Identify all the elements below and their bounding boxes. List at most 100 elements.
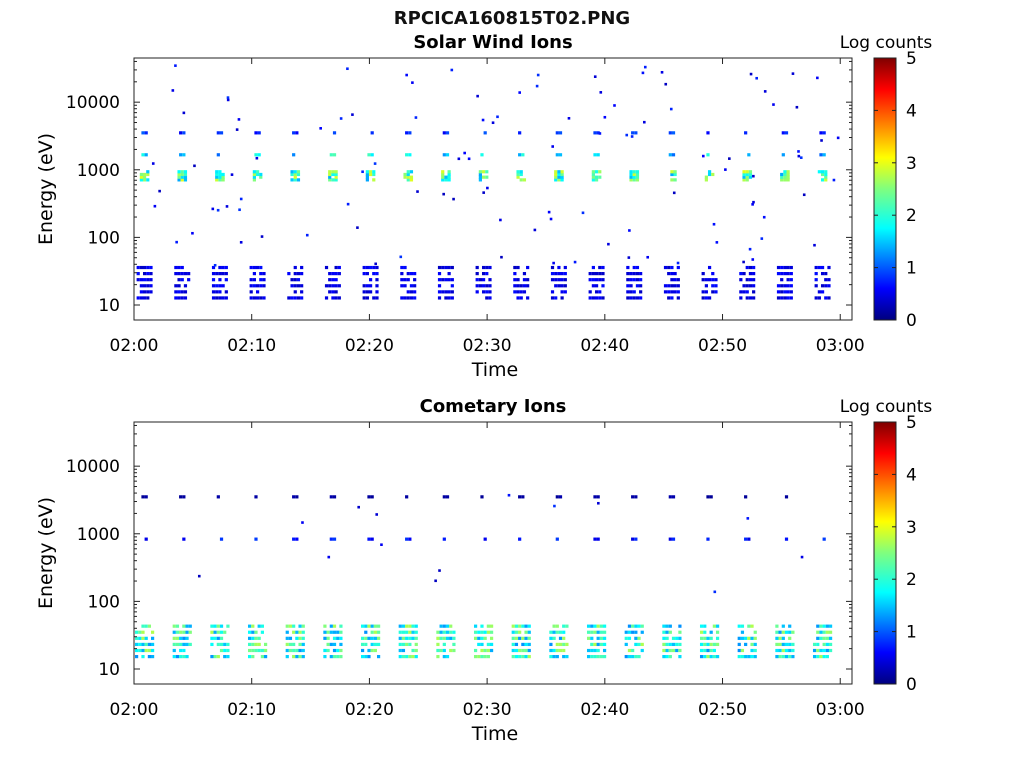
data-cell <box>514 654 519 659</box>
data-cell <box>372 296 376 300</box>
data-cell <box>247 648 252 653</box>
data-cell <box>295 131 299 135</box>
data-cell <box>223 630 227 634</box>
data-cell <box>627 636 632 640</box>
data-cell <box>593 624 597 628</box>
data-cell <box>142 272 147 276</box>
data-cell <box>337 284 341 288</box>
data-cell <box>778 636 782 640</box>
data-cell <box>519 178 523 182</box>
data-cell <box>477 654 481 659</box>
noise-point <box>701 154 705 158</box>
data-cell <box>224 272 228 276</box>
data-cell <box>824 296 828 300</box>
data-cell <box>665 654 669 659</box>
noise-point <box>795 105 799 109</box>
data-cell <box>511 654 515 659</box>
data-cell <box>513 272 517 276</box>
data-cell <box>558 630 563 634</box>
data-cell <box>601 272 605 276</box>
data-cell <box>828 630 833 634</box>
data-cell <box>375 284 379 288</box>
noise-point <box>613 104 616 107</box>
data-cell <box>336 636 340 640</box>
data-cell <box>634 630 638 634</box>
data-cell <box>450 290 454 294</box>
data-cell <box>635 178 640 182</box>
data-cell <box>591 265 595 270</box>
data-cell <box>511 636 515 640</box>
data-cell <box>709 636 713 640</box>
data-cell <box>285 648 289 653</box>
data-cell <box>221 284 225 288</box>
data-cell <box>481 265 486 270</box>
data-cell <box>172 648 176 653</box>
x-tick-label: 02:10 <box>227 336 276 356</box>
data-cell <box>174 265 178 270</box>
colorbar-gradient <box>873 421 897 685</box>
data-cell <box>177 265 181 270</box>
data-cell <box>639 278 643 282</box>
data-cell <box>373 642 377 647</box>
data-cell <box>149 284 153 288</box>
data-cell <box>405 131 409 135</box>
noise-point <box>405 73 408 77</box>
data-cell <box>405 654 409 659</box>
data-cell <box>328 272 332 276</box>
data-cell <box>406 272 410 276</box>
data-cell <box>822 654 826 659</box>
data-cell <box>295 648 299 653</box>
data-cell <box>671 636 676 640</box>
data-cell <box>781 131 785 135</box>
data-cell <box>441 172 445 177</box>
noise-point <box>481 118 485 122</box>
data-cell <box>249 284 253 288</box>
y-tick-label: 1000 <box>77 161 120 181</box>
data-cell <box>819 648 823 653</box>
data-cell <box>594 178 599 182</box>
data-cell <box>288 642 293 647</box>
data-cell <box>624 630 628 634</box>
data-cell <box>737 624 741 628</box>
data-cell <box>188 642 192 647</box>
data-cell <box>565 624 569 628</box>
data-cell <box>745 284 749 288</box>
x-tick-label: 02:30 <box>463 700 512 720</box>
noise-point <box>361 170 364 174</box>
data-cell <box>403 284 407 288</box>
data-cell <box>828 648 833 653</box>
data-cell <box>550 290 555 294</box>
data-cell <box>332 537 337 541</box>
data-cell <box>147 624 151 628</box>
data-cell <box>488 278 492 282</box>
data-cell <box>776 272 781 276</box>
noise-point <box>762 215 766 219</box>
data-cell <box>586 624 591 628</box>
data-cell <box>552 648 556 653</box>
data-cell <box>601 296 605 300</box>
data-cell <box>816 642 820 647</box>
data-cell <box>558 642 563 647</box>
data-cell <box>563 272 567 276</box>
data-cell <box>668 495 672 499</box>
data-cell <box>776 265 781 270</box>
data-cell <box>436 642 440 647</box>
data-cell <box>179 636 183 640</box>
data-cell <box>147 654 151 659</box>
data-cell <box>662 654 666 659</box>
data-cell <box>449 630 453 634</box>
data-cell <box>554 175 558 179</box>
data-cell <box>401 648 406 653</box>
data-cell <box>447 178 451 182</box>
data-cell <box>134 630 139 634</box>
data-cell <box>436 630 440 634</box>
data-cell <box>329 630 333 634</box>
data-cell <box>486 624 490 628</box>
data-cell <box>704 278 708 282</box>
data-cell <box>753 648 757 653</box>
data-cell <box>665 642 669 647</box>
data-cell <box>477 636 481 640</box>
data-cell <box>601 278 605 282</box>
data-cell <box>449 636 453 640</box>
data-cell <box>704 178 708 182</box>
